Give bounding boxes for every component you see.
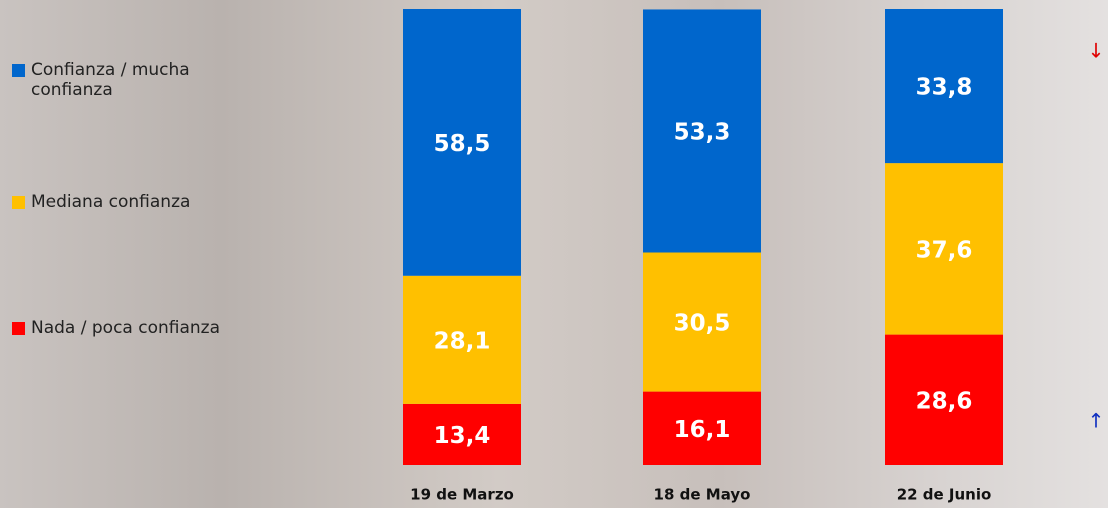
down-arrow: ↓ [1088, 39, 1105, 63]
legend-label: Confianza / mucha confianza [31, 60, 272, 100]
legend-item: Nada / poca confianza [12, 318, 272, 338]
legend-item: Confianza / mucha confianza [12, 60, 272, 100]
data-label: 28,6 [916, 388, 973, 414]
data-label: 33,8 [916, 75, 973, 101]
chart: ↓ ↑ 13,4 28,1 58,5 19 de Marzo 16,1 30,5 53,3 1… [0, 0, 1108, 508]
data-label: 16,1 [674, 417, 731, 443]
data-label: 53,3 [674, 119, 731, 145]
data-label: 30,5 [674, 311, 731, 337]
legend-label: Mediana confianza [31, 192, 190, 212]
data-label: 58,5 [434, 131, 491, 157]
x-tick-label: 22 de Junio [897, 486, 992, 504]
x-tick-label: 18 de Mayo [654, 486, 751, 504]
legend-item: Mediana confianza [12, 192, 272, 212]
data-label: 28,1 [434, 328, 491, 354]
x-tick-label: 19 de Marzo [410, 486, 514, 504]
legend-label: Nada / poca confianza [31, 318, 220, 338]
legend-swatch [12, 322, 25, 335]
data-label: 13,4 [434, 423, 491, 449]
up-arrow: ↑ [1088, 409, 1105, 433]
legend-swatch [12, 64, 25, 77]
data-label: 37,6 [916, 237, 973, 263]
legend-swatch [12, 196, 25, 209]
